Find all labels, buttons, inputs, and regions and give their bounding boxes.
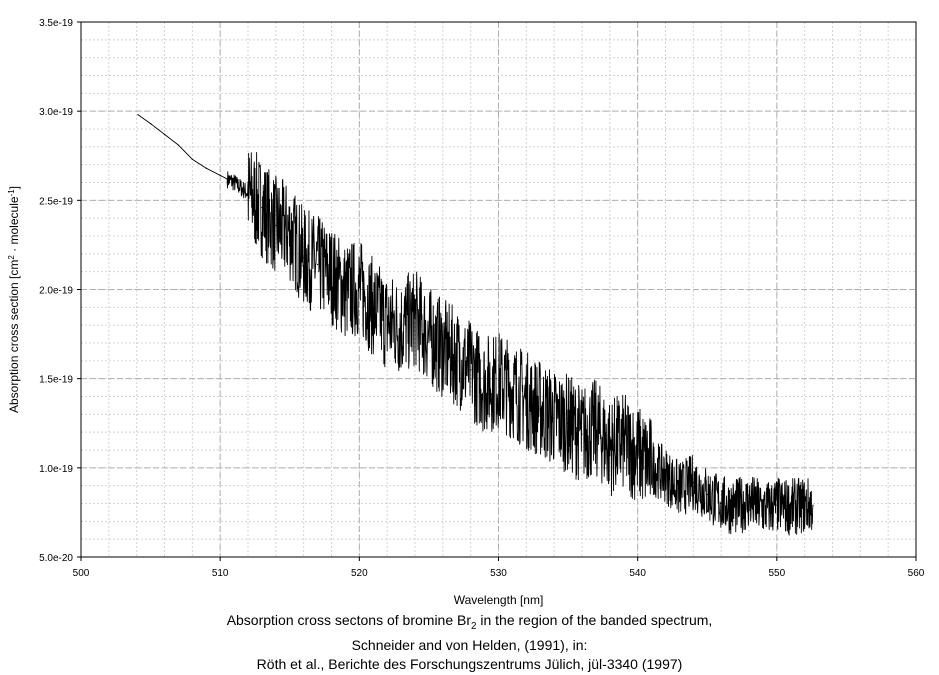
data-point: [553, 417, 555, 419]
data-point: [275, 224, 277, 226]
data-point: [567, 422, 569, 424]
data-point: [762, 508, 764, 510]
data-point: [812, 504, 814, 506]
y-axis-ticks: 5.0e-20 1.0e-19 1.5e-19 2.0e-19 2.5e-19 3.0e-…: [39, 18, 81, 564]
caption-line-1-subscript: 2: [471, 620, 477, 632]
data-point: [776, 504, 778, 506]
data-point: [470, 369, 472, 371]
data-point: [316, 263, 319, 266]
data-point: [664, 474, 667, 476]
y-axis-title-suffix: ]: [7, 186, 21, 189]
x-axis-title: Wavelength [nm]: [454, 593, 544, 607]
caption-line-1: Absorption cross sectons of bromine Br2 …: [0, 611, 939, 636]
y-axis-title-sup1: 2: [7, 255, 16, 260]
caption-line-1-prefix: Absorption cross sectons of bromine Br: [226, 612, 472, 628]
data-point: [372, 306, 374, 308]
y-tick-label: 2.0e-19: [39, 286, 73, 297]
data-point: [149, 123, 152, 125]
data-point: [609, 445, 611, 448]
y-axis-title: Absorption cross section [cm2 · molecule…: [7, 186, 22, 413]
data-point: [720, 502, 722, 505]
data-point: [706, 493, 708, 496]
data-point: [303, 256, 305, 258]
data-point: [344, 290, 347, 292]
caption-line-1-suffix: in the region of the banded spectrum,: [476, 612, 713, 628]
data-point: [205, 167, 207, 169]
data-point: [539, 408, 541, 410]
data-point: [177, 144, 180, 146]
chart-caption: Absorption cross sectons of bromine Br2 …: [0, 611, 939, 674]
data-point: [734, 506, 736, 508]
data-point: [219, 174, 221, 176]
x-tick-label: 530: [490, 568, 507, 579]
x-tick-label: 510: [212, 568, 229, 579]
data-point: [428, 335, 430, 337]
x-tick-label: 540: [629, 568, 646, 579]
y-tick-label: 2.5e-19: [39, 196, 73, 207]
data-point: [804, 504, 806, 506]
y-tick-label: 5.0e-20: [39, 553, 73, 564]
data-point: [233, 181, 235, 184]
data-point: [623, 442, 625, 444]
caption-line-3: Röth et al., Berichte des Forschungszent…: [256, 655, 683, 672]
y-tick-label: 1.0e-19: [39, 464, 73, 475]
data-point: [400, 326, 402, 328]
data-point: [247, 192, 249, 194]
data-point: [637, 452, 639, 455]
data-point: [525, 399, 527, 401]
x-tick-label: 550: [768, 568, 785, 579]
series-line: [137, 114, 814, 536]
data-point: [678, 488, 681, 490]
x-tick-label: 520: [351, 568, 368, 579]
data-point: [483, 383, 486, 385]
data-point: [497, 379, 500, 382]
series-layer: [137, 114, 814, 536]
data-point: [456, 356, 458, 358]
y-axis-title-prefix: Absorption cross section [cm: [7, 260, 21, 413]
data-point: [163, 133, 166, 135]
y-tick-label: 3.5e-19: [39, 18, 73, 29]
data-point: [748, 501, 750, 503]
y-axis-title-sup2: -1: [7, 189, 16, 197]
y-tick-label: 1.5e-19: [39, 375, 73, 386]
data-point: [692, 481, 694, 483]
data-point: [790, 506, 792, 508]
data-point: [595, 428, 597, 430]
x-tick-label: 500: [73, 568, 90, 579]
chart: 500 510 520 530 540 550 560 5.0e-20 1.0e-19 1.5e…: [7, 18, 925, 607]
x-tick-label: 560: [908, 568, 925, 579]
data-point: [386, 321, 388, 323]
data-point: [137, 114, 139, 116]
data-point: [358, 287, 360, 289]
x-axis-ticks: 500 510 520 530 540 550 560: [73, 557, 925, 579]
data-point: [581, 433, 583, 435]
y-tick-label: 3.0e-19: [39, 107, 73, 118]
data-point: [511, 388, 514, 390]
data-point: [330, 274, 333, 276]
data-point: [261, 206, 263, 209]
caption-line-2: Schneider and von Helden, (1991), in:: [351, 636, 588, 653]
y-axis-title-middle: · molecule: [7, 196, 21, 255]
data-point: [289, 231, 291, 234]
data-point: [442, 347, 444, 349]
data-point: [414, 317, 416, 319]
data-point: [191, 158, 193, 160]
data-point: [650, 465, 653, 467]
